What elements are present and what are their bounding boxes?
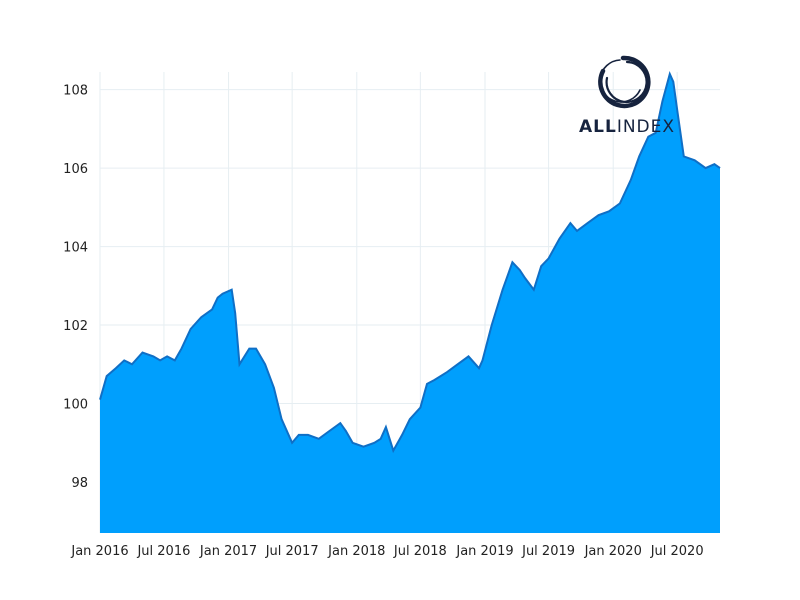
x-tick-label: Jul 2020 [650, 544, 704, 559]
y-tick-label: 104 [63, 241, 88, 256]
y-tick-label: 108 [63, 84, 88, 99]
y-tick-label: 100 [63, 398, 88, 413]
x-axis-ticks: Jan 2016 Jul 2016 Jan 2017 Jul 2017 Jan 2018… [70, 544, 703, 559]
y-axis-ticks: 98 100 102 104 106 108 [63, 84, 88, 491]
allindex-logo: ALLINDEX [579, 55, 675, 137]
y-tick-label: 98 [71, 476, 88, 491]
enso-circle-icon [598, 55, 651, 109]
logo-text-light: INDEX [617, 117, 675, 137]
y-tick-label: 106 [63, 162, 88, 177]
x-tick-label: Jan 2020 [584, 544, 642, 559]
enso-stroke-brush [599, 59, 641, 103]
x-tick-label: Jul 2016 [136, 544, 190, 559]
y-tick-label: 102 [63, 319, 88, 334]
logo-text-bold: ALL [579, 117, 617, 137]
area-series-fill [100, 74, 720, 533]
logo-wordmark: ALLINDEX [579, 117, 675, 137]
x-tick-label: Jul 2019 [521, 544, 575, 559]
x-tick-label: Jan 2019 [455, 544, 513, 559]
area-series-line [99, 71, 721, 454]
x-tick-label: Jul 2018 [393, 544, 447, 559]
x-tick-label: Jan 2017 [199, 544, 257, 559]
x-tick-label: Jan 2016 [70, 544, 128, 559]
x-tick-label: Jul 2017 [265, 544, 319, 559]
enso-stroke-inner [605, 60, 648, 104]
x-tick-label: Jan 2018 [327, 544, 385, 559]
